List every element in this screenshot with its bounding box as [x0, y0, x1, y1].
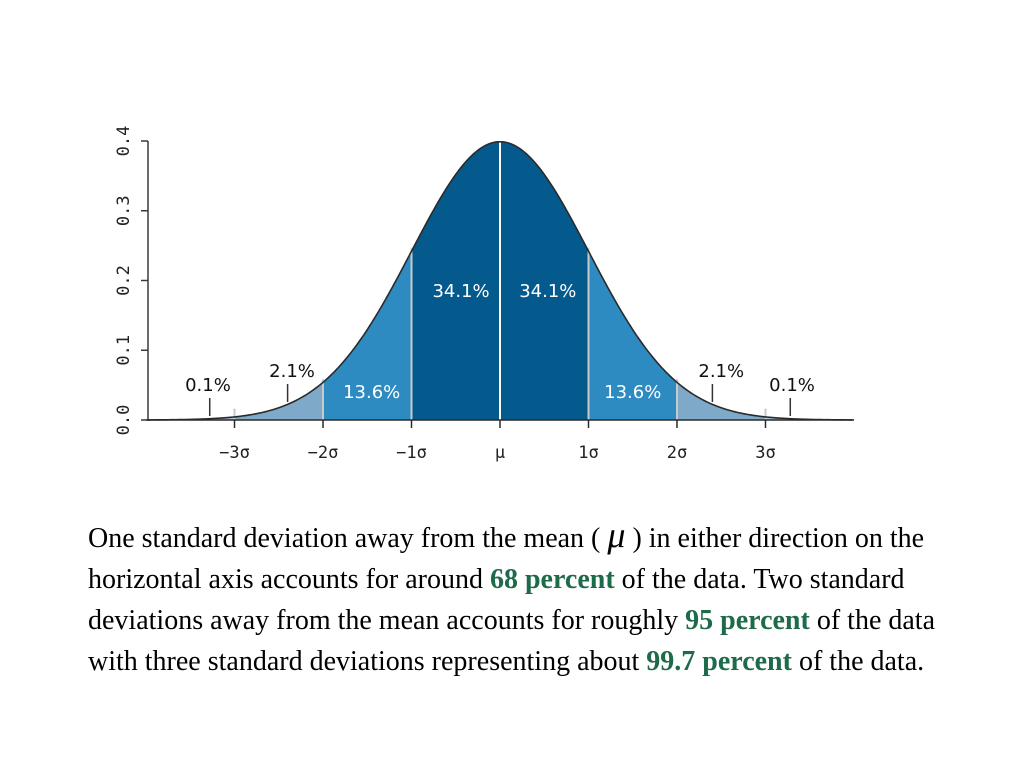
- caption-part-4: of the data with three standard deviatio…: [88, 605, 936, 677]
- density-curve: [145, 140, 855, 421]
- band-label-6: 2.1%: [698, 361, 744, 382]
- band-labels: 0.1% 2.1% 13.6% 34.1% 34.1% 13.6% 2.1% 0.1%: [185, 281, 815, 416]
- highlight-68-percent: 68 percent: [489, 564, 615, 595]
- y-tick-label-1: 0.1: [114, 335, 134, 366]
- explanation-text: One standard deviation away from the mea…: [88, 515, 968, 682]
- mu-symbol: μ: [607, 515, 626, 555]
- x-tick-label-4: 1σ: [578, 443, 598, 463]
- band-label-3: 34.1%: [432, 281, 489, 302]
- band-label-1: 2.1%: [269, 361, 315, 382]
- caption-part-1: One standard deviation away from the mea…: [88, 523, 608, 554]
- band-label-2: 13.6%: [343, 382, 400, 403]
- band-label-4: 34.1%: [519, 281, 576, 302]
- caption-part-5: of the data.: [791, 646, 925, 677]
- x-tick-label-2: −1σ: [396, 443, 427, 463]
- axes: 0.0 0.1 0.2 0.3 0.4 −3σ −2σ −1σ μ 1σ 2σ 3σ: [114, 126, 852, 463]
- caption-part-2: ) in either direction on the horizontal …: [88, 523, 925, 595]
- sigma-dividers: [233, 141, 767, 420]
- x-tick-label-3: μ: [495, 443, 505, 463]
- band-label-0: 0.1%: [185, 375, 231, 396]
- x-tick-label-1: −2σ: [308, 443, 339, 463]
- y-tick-label-3: 0.3: [114, 195, 134, 226]
- band-1: [234, 382, 323, 420]
- y-tick-label-4: 0.4: [114, 126, 134, 157]
- y-tick-label-0: 0.0: [114, 405, 134, 436]
- normal-distribution-chart: 0.0 0.1 0.2 0.3 0.4 −3σ −2σ −1σ μ 1σ 2σ 3σ 0.1% 2.1%…: [114, 126, 855, 463]
- x-tick-label-0: −3σ: [219, 443, 250, 463]
- y-tick-label-2: 0.2: [114, 265, 134, 296]
- highlight-99-7-percent: 99.7 percent: [646, 646, 792, 677]
- caption-part-3: of the data. Two standard deviations awa…: [88, 564, 905, 636]
- band-label-5: 13.6%: [604, 382, 661, 403]
- band-6: [677, 382, 766, 420]
- band-label-7: 0.1%: [769, 375, 815, 396]
- x-tick-label-5: 2σ: [667, 443, 687, 463]
- highlight-95-percent: 95 percent: [685, 605, 810, 636]
- x-tick-label-6: 3σ: [755, 443, 775, 463]
